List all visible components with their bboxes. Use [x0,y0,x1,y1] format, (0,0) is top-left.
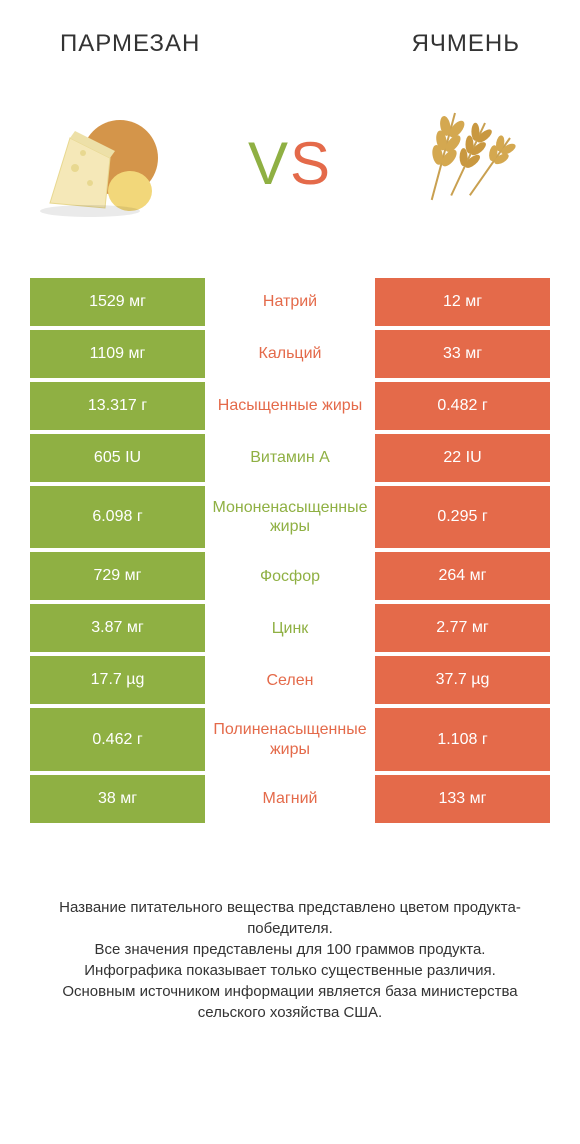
footer-line-4: Основным источником информации является … [30,981,550,1023]
cell-right-value: 37.7 µg [375,656,550,704]
footer-line-2: Все значения представлены для 100 граммо… [30,939,550,960]
cell-mid-label: Витамин A [205,434,375,482]
cell-left-value: 1529 мг [30,278,205,326]
cell-mid-label: Селен [205,656,375,704]
product-image-left [30,93,190,233]
footer-line-3: Инфографика показывает только существенн… [30,960,550,981]
cell-right-value: 12 мг [375,278,550,326]
footer-notes: Название питательного вещества представл… [0,827,580,1043]
cell-mid-label: Кальций [205,330,375,378]
table-row: 6.098 гМононенасыщенные жиры0.295 г [30,486,550,548]
cheese-icon [35,103,185,223]
vs-section: VS [0,78,580,278]
cell-right-value: 133 мг [375,775,550,823]
table-row: 0.462 гПолиненасыщенные жиры1.108 г [30,708,550,770]
cell-left-value: 0.462 г [30,708,205,770]
vs-label: VS [248,129,332,198]
header: ПАРМЕЗАН ЯЧМЕНЬ [0,0,580,78]
header-left-title: ПАРМЕЗАН [60,30,200,58]
cell-right-value: 33 мг [375,330,550,378]
table-row: 1109 мгКальций33 мг [30,330,550,378]
cell-left-value: 13.317 г [30,382,205,430]
table-row: 1529 мгНатрий12 мг [30,278,550,326]
cell-left-value: 6.098 г [30,486,205,548]
cell-left-value: 605 IU [30,434,205,482]
table-row: 729 мгФосфор264 мг [30,552,550,600]
cell-mid-label: Натрий [205,278,375,326]
cell-right-value: 264 мг [375,552,550,600]
cell-left-value: 3.87 мг [30,604,205,652]
footer-line-1: Название питательного вещества представл… [30,897,550,939]
cell-mid-label: Фосфор [205,552,375,600]
cell-right-value: 1.108 г [375,708,550,770]
table-row: 605 IUВитамин A22 IU [30,434,550,482]
vs-letter-s: S [290,130,332,197]
cell-left-value: 729 мг [30,552,205,600]
cell-left-value: 17.7 µg [30,656,205,704]
cell-left-value: 38 мг [30,775,205,823]
cell-mid-label: Мононенасыщенные жиры [205,486,375,548]
cell-right-value: 22 IU [375,434,550,482]
product-image-right [390,93,550,233]
comparison-table: 1529 мгНатрий12 мг1109 мгКальций33 мг13.… [0,278,580,823]
table-row: 13.317 гНасыщенные жиры0.482 г [30,382,550,430]
cell-mid-label: Полиненасыщенные жиры [205,708,375,770]
cell-mid-label: Магний [205,775,375,823]
cell-mid-label: Цинк [205,604,375,652]
barley-icon [395,103,545,223]
table-row: 17.7 µgСелен37.7 µg [30,656,550,704]
cell-right-value: 2.77 мг [375,604,550,652]
table-row: 38 мгМагний133 мг [30,775,550,823]
cell-right-value: 0.295 г [375,486,550,548]
vs-letter-v: V [248,130,290,197]
header-right-title: ЯЧМЕНЬ [412,30,520,58]
cell-right-value: 0.482 г [375,382,550,430]
cell-left-value: 1109 мг [30,330,205,378]
cell-mid-label: Насыщенные жиры [205,382,375,430]
table-row: 3.87 мгЦинк2.77 мг [30,604,550,652]
